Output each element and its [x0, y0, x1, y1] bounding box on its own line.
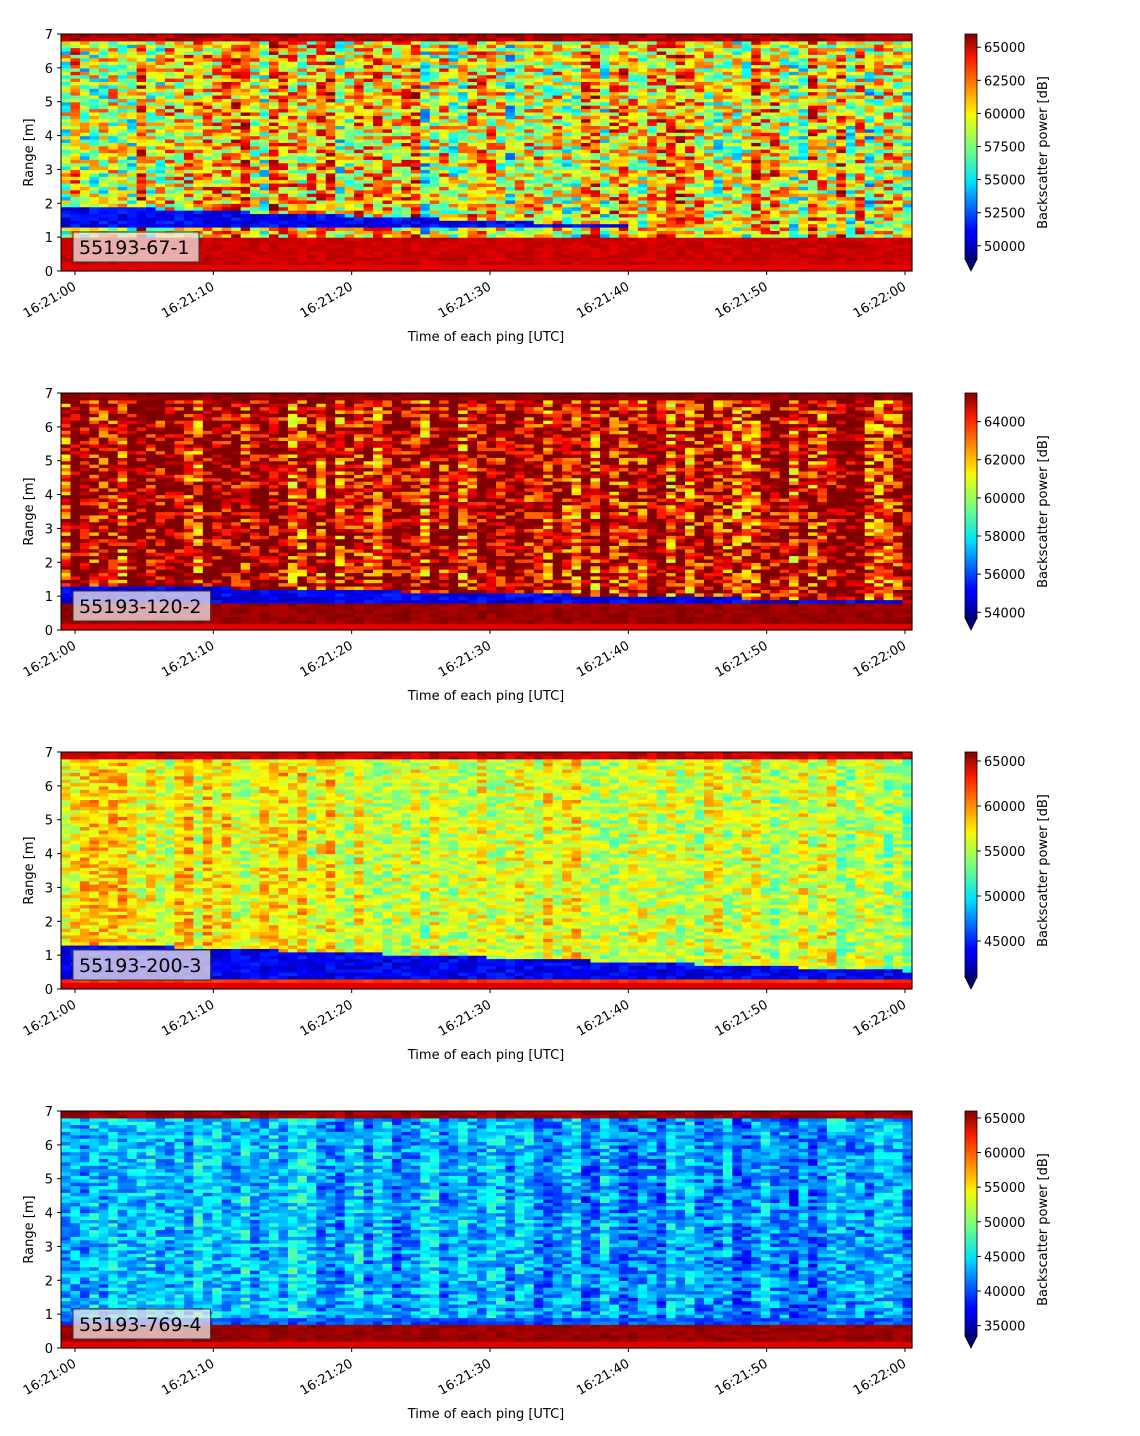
heatmap-cell	[591, 34, 601, 38]
heatmap-cell	[146, 34, 156, 38]
heatmap-cell	[439, 34, 449, 38]
heatmap-cell	[345, 34, 355, 38]
heatmap-cell	[609, 34, 619, 38]
heatmap-cell	[581, 34, 591, 38]
heatmap-cell	[524, 34, 534, 38]
heatmap-cell	[713, 34, 723, 38]
heatmap-cell	[392, 34, 402, 38]
heatmap-cell	[600, 34, 610, 38]
heatmap-cell	[127, 34, 137, 38]
heatmap-cell	[628, 34, 638, 38]
heatmap-cell	[657, 34, 667, 38]
heatmap-cell	[534, 34, 544, 38]
heatmap-cell	[354, 34, 364, 38]
heatmap-cell	[278, 34, 288, 38]
heatmap-cell	[638, 34, 648, 38]
heatmap-cell	[307, 34, 317, 38]
heatmap-cell	[496, 34, 506, 38]
heatmap-cell	[411, 34, 421, 38]
heatmap-cell	[326, 34, 336, 38]
heatmap-cell	[212, 34, 222, 38]
heatmap-cell	[89, 34, 99, 38]
heatmap-cell	[666, 34, 676, 38]
heatmap-cell	[382, 34, 392, 38]
heatmap-cell	[505, 34, 515, 38]
heatmap-cell	[449, 34, 459, 38]
heatmap-cell	[241, 34, 251, 38]
heatmap-cell	[515, 34, 525, 38]
heatmap-cell	[723, 34, 733, 38]
heatmap-cell	[647, 34, 657, 38]
heatmap-cell	[335, 34, 345, 38]
heatmap-cell	[562, 34, 572, 38]
heatmap-cell	[222, 34, 232, 38]
heatmap-cell	[373, 34, 383, 38]
heatmap-cell	[420, 34, 430, 38]
heatmap-cell	[118, 34, 128, 38]
heatmap-cell	[543, 34, 553, 38]
heatmap-cell	[553, 34, 563, 38]
heatmap-cell	[676, 34, 686, 38]
heatmap-cell	[288, 34, 298, 38]
heatmap-cell	[61, 34, 71, 38]
heatmap-cell	[137, 34, 147, 38]
heatmap-cell	[184, 34, 194, 38]
heatmap-cell	[685, 34, 695, 38]
heatmap-cell	[487, 34, 497, 38]
heatmap-cell	[704, 34, 714, 38]
heatmap-cell	[99, 34, 109, 38]
heatmap-cell	[297, 34, 307, 38]
heatmap-cell	[458, 34, 468, 38]
heatmap-cell	[364, 34, 374, 38]
heatmap-cell	[430, 34, 440, 38]
heatmap-cell	[477, 34, 487, 38]
heatmap-cell	[165, 34, 175, 38]
heatmap-cell	[401, 34, 411, 38]
heatmap-cell	[174, 34, 184, 38]
heatmap-cell	[231, 34, 241, 38]
heatmap-cell	[193, 34, 203, 38]
heatmap-cell	[695, 34, 705, 38]
heatmap-cell	[619, 34, 629, 38]
heatmap-cell	[269, 34, 279, 38]
heatmap-cell	[80, 34, 90, 38]
heatmap-cell	[260, 34, 270, 38]
heatmap-cell	[203, 34, 213, 38]
heatmap-cell	[156, 34, 166, 38]
heatmap-cell	[70, 34, 80, 38]
heatmap-cell	[572, 34, 582, 38]
heatmap-cell	[316, 34, 326, 38]
heatmap-cell	[108, 34, 118, 38]
heatmap-cell	[250, 34, 260, 38]
heatmap-cell	[468, 34, 478, 38]
